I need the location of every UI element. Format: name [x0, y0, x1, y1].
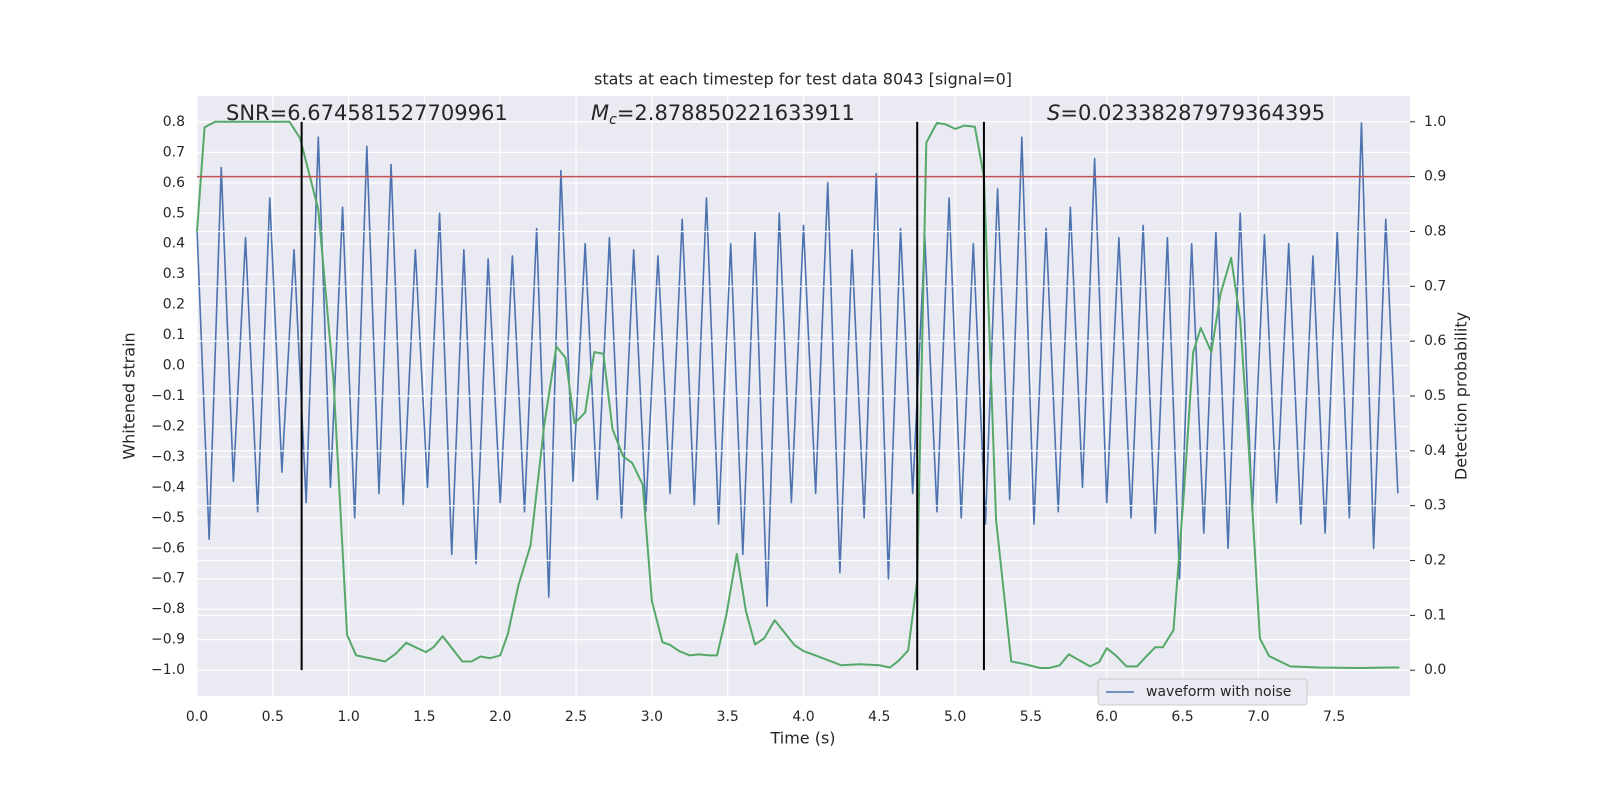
- y2-tick-label: 0.6: [1424, 333, 1446, 349]
- y2-tick-label: 0.4: [1424, 443, 1446, 459]
- x-tick-label: 0.5: [262, 709, 284, 725]
- y-tick-label: −0.2: [151, 418, 185, 434]
- x-tick-label: 6.5: [1171, 709, 1193, 725]
- x-tick-label: 3.5: [717, 709, 739, 725]
- annotation: SNR=6.674581527709961: [226, 101, 508, 125]
- legend-box: [1097, 678, 1308, 706]
- y2-tick-label: 0.8: [1424, 223, 1446, 239]
- y-tick-label: −1.0: [151, 662, 185, 678]
- y2-tick-label: 0.9: [1424, 169, 1446, 185]
- y-tick-label: 0.1: [163, 327, 185, 343]
- y-tick-label: 0.0: [163, 358, 185, 374]
- y-tick-label: −0.5: [151, 510, 185, 526]
- x-tick-label: 1.5: [413, 709, 435, 725]
- y2-tick-label: 0.0: [1424, 662, 1446, 678]
- x-tick-label: 1.0: [337, 709, 359, 725]
- x-tick-label: 2.5: [565, 709, 587, 725]
- y-tick-label: 0.3: [163, 266, 185, 282]
- x-tick-label: 4.5: [868, 709, 890, 725]
- probability-line: [196, 120, 1400, 670]
- annotation-text: =2.878850221633911: [617, 101, 855, 125]
- x-tick-label: 7.0: [1247, 709, 1269, 725]
- y-tick-label: −0.1: [151, 388, 185, 404]
- y2-tick-label: 0.7: [1424, 278, 1446, 294]
- y2-tick-label: 0.2: [1424, 553, 1446, 569]
- annotation-text: =0.02338287979364395: [1060, 101, 1325, 125]
- y2-tick-label: 1.0: [1424, 114, 1446, 130]
- x-tick-label: 0.0: [186, 709, 208, 725]
- y-tick-label: 0.7: [163, 144, 185, 160]
- x-tick-label: 6.0: [1096, 709, 1118, 725]
- x-tick-label: 4.0: [792, 709, 814, 725]
- x-tick-label: 5.5: [1020, 709, 1042, 725]
- annotation: S=0.02338287979364395: [1047, 101, 1325, 125]
- y-tick-label: −0.6: [151, 540, 185, 556]
- y2-tick-label: 0.3: [1424, 498, 1446, 514]
- annotation-symbol: M: [591, 101, 609, 125]
- y-tick-label: 0.2: [163, 297, 185, 313]
- chart-title: stats at each timestep for test data 804…: [594, 70, 1012, 89]
- x-tick-label: 3.0: [641, 709, 663, 725]
- y-tick-label: 0.5: [163, 205, 185, 221]
- annotation-symbol: S: [1047, 101, 1060, 125]
- y-tick-label: −0.8: [151, 601, 185, 617]
- x-axis-label: Time (s): [769, 729, 835, 748]
- y-tick-label: −0.4: [151, 479, 185, 495]
- y2-tick-label: 0.1: [1424, 607, 1446, 623]
- annotation-subscript: c: [609, 112, 617, 128]
- legend-label: waveform with noise: [1146, 684, 1291, 700]
- waveform-line: [196, 121, 1399, 607]
- y-tick-label: −0.9: [151, 632, 185, 648]
- x-tick-label: 5.0: [944, 709, 966, 725]
- y-tick-label: 0.6: [163, 175, 185, 191]
- y-tick-label: 0.4: [163, 236, 185, 252]
- annotation: Mc=2.878850221633911: [591, 101, 855, 128]
- x-tick-label: 2.0: [489, 709, 511, 725]
- y2-axis-label: Detection probability: [1452, 312, 1471, 480]
- y-tick-label: −0.3: [151, 449, 185, 465]
- y-tick-label: 0.8: [163, 114, 185, 130]
- y-tick-label: −0.7: [151, 571, 185, 587]
- annotation-text: SNR=6.674581527709961: [226, 101, 508, 125]
- x-tick-label: 7.5: [1323, 709, 1345, 725]
- y2-tick-label: 0.5: [1424, 388, 1446, 404]
- y-axis-label: Whitened strain: [120, 332, 139, 459]
